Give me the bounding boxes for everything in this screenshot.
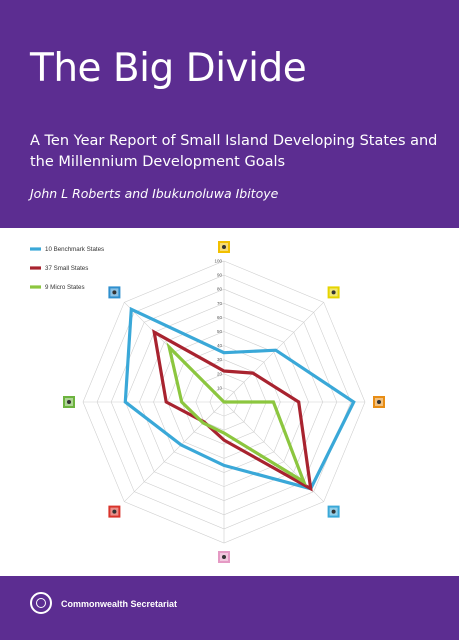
- tick-label: 60: [217, 315, 223, 320]
- grid-spoke: [124, 401, 225, 502]
- commonwealth-logo-icon: [30, 592, 52, 614]
- series-line: [123, 306, 356, 491]
- legend-label: 10 Benchmark States: [45, 246, 104, 253]
- tick-label: 40: [217, 343, 223, 348]
- tick-label: 100: [214, 259, 222, 264]
- series-line: [166, 342, 307, 486]
- tick-label: 10: [217, 385, 223, 390]
- book-subtitle: A Ten Year Report of Small Island Develo…: [30, 133, 438, 170]
- publisher-name: Commonwealth Secretariat: [61, 599, 178, 609]
- tick-label: 30: [217, 357, 223, 362]
- radar-axis-icons: [63, 241, 385, 563]
- book-authors: John L Roberts and Ibukunoluwa Ibitoye: [30, 186, 279, 201]
- goal-2-icon: [327, 286, 340, 299]
- cover-header: The Big Divide A Ten Year Report of Smal…: [0, 0, 459, 228]
- series-line: [152, 329, 313, 492]
- legend-label: 37 Small States: [45, 265, 88, 272]
- goal-5-icon: [218, 551, 230, 563]
- chart-legend: 10 Benchmark States 37 Small States 9 Micr…: [30, 246, 104, 291]
- goal-3-icon: [373, 396, 385, 408]
- tick-label: 50: [217, 329, 223, 334]
- radar-tick-labels: 10 20 30 40 50 60 70 80 90 100: [214, 259, 222, 391]
- goal-7-icon: [63, 396, 75, 408]
- tick-label: 90: [217, 273, 223, 278]
- radar-chart: 10 20 30 40 50 60 70 80 90 100 10 Benchmark State…: [30, 241, 385, 563]
- tick-label: 70: [217, 301, 223, 306]
- goal-8-icon: [108, 286, 121, 299]
- goal-4-icon: [327, 505, 340, 518]
- book-title: The Big Divide: [30, 46, 307, 91]
- radar-series: [123, 306, 356, 492]
- cover-footer: Commonwealth Secretariat: [0, 576, 459, 640]
- tick-label: 80: [217, 287, 223, 292]
- goal-1-icon: [218, 241, 230, 253]
- tick-label: 20: [217, 371, 223, 376]
- goal-6-icon: [108, 505, 121, 518]
- grid-spoke: [223, 302, 324, 403]
- legend-label: 9 Micro States: [45, 284, 85, 291]
